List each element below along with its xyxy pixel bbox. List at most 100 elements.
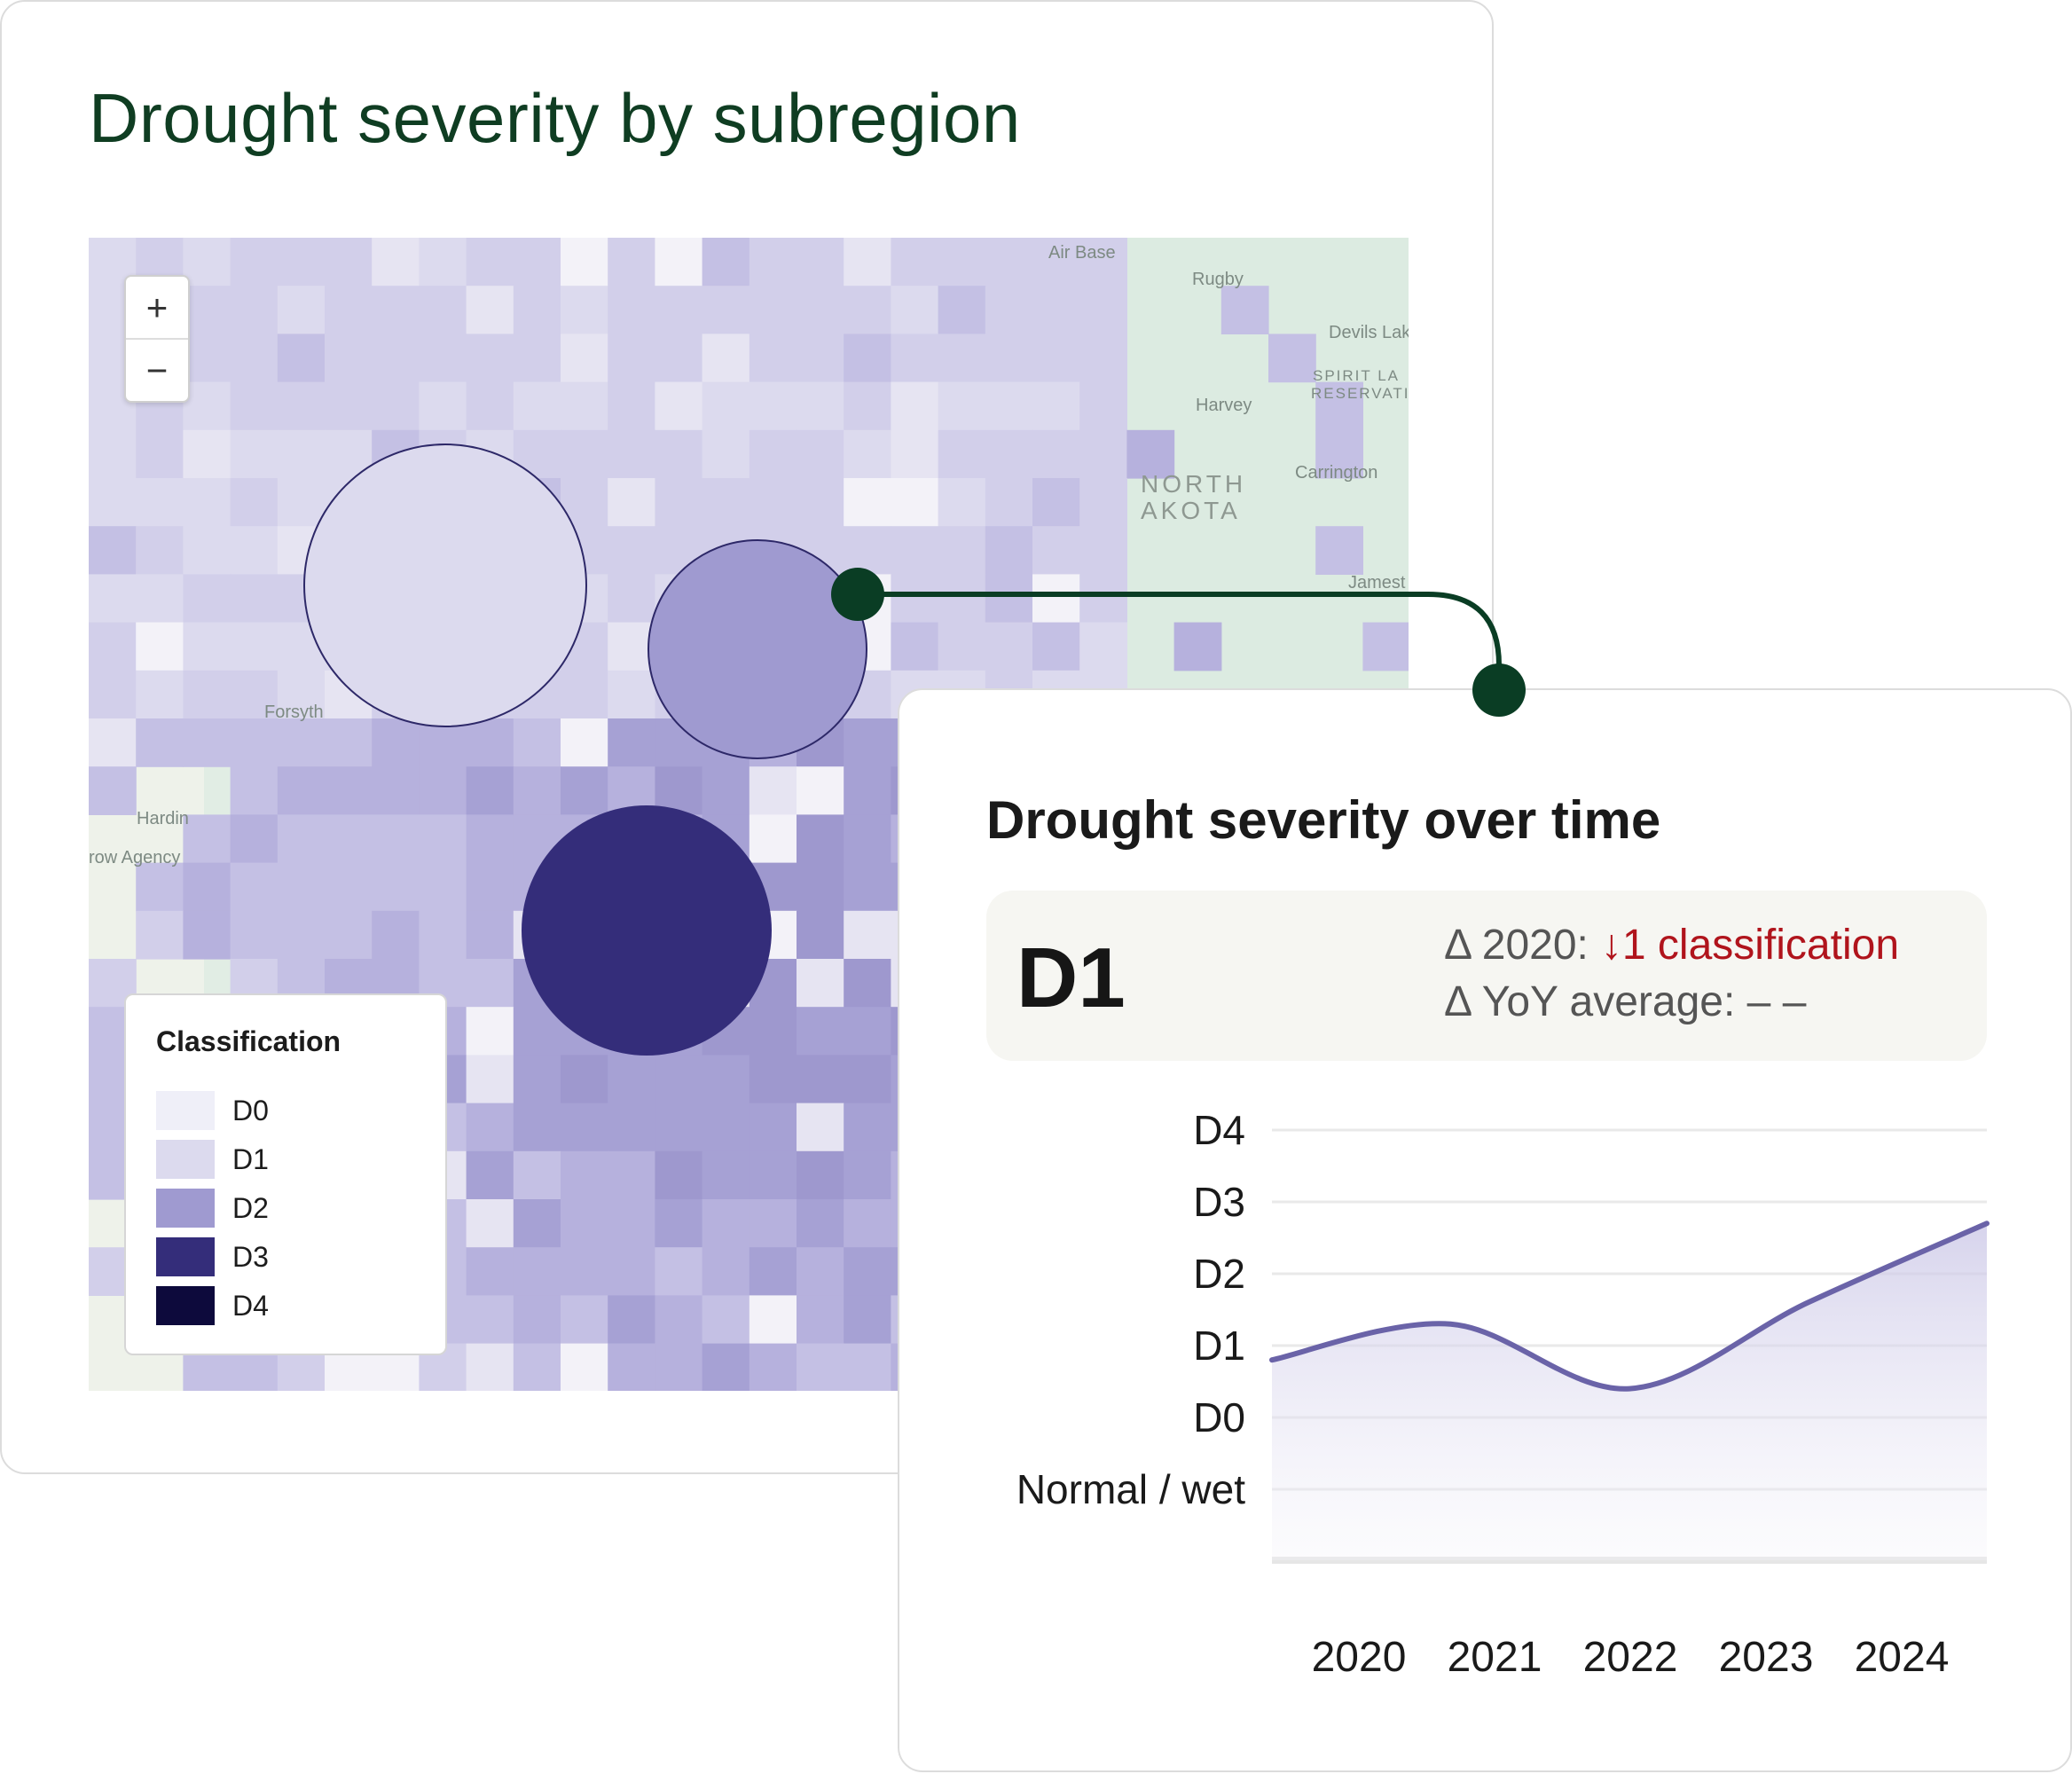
grid-cell — [797, 1055, 844, 1104]
grid-cell — [89, 718, 137, 767]
grid-cell — [136, 670, 184, 719]
grid-cell — [655, 1295, 703, 1345]
grid-cell — [844, 478, 891, 527]
grid-cell — [1220, 286, 1269, 334]
grid-cell — [608, 526, 655, 575]
grid-cell — [844, 1295, 891, 1345]
grid-cell — [608, 1199, 655, 1248]
grid-cell — [561, 1103, 608, 1152]
grid-cell — [749, 1007, 797, 1056]
grid-cell — [183, 238, 232, 287]
grid-cell — [1032, 334, 1080, 383]
legend-label: D3 — [232, 1240, 269, 1273]
grid-cell — [749, 1199, 797, 1248]
grid-cell — [749, 238, 797, 287]
grid-cell — [230, 526, 279, 575]
grid-cell — [277, 334, 326, 383]
grid-cell — [466, 1295, 514, 1345]
grid-cell — [655, 1055, 703, 1104]
grid-cell — [938, 622, 986, 671]
grid-cell — [513, 1295, 561, 1345]
grid-cell — [89, 622, 137, 671]
grid-cell — [230, 766, 279, 815]
grid-cell — [466, 1343, 514, 1391]
grid-cell — [561, 670, 608, 719]
grid-cell — [230, 381, 279, 431]
drought-bubble-d1[interactable] — [303, 444, 587, 727]
grid-cell — [466, 1055, 514, 1104]
grid-cell — [1362, 622, 1409, 671]
grid-cell — [844, 959, 891, 1008]
grid-cell — [655, 1247, 703, 1296]
grid-cell — [513, 1007, 561, 1056]
grid-cell — [608, 1103, 655, 1152]
grid-cell — [749, 286, 797, 334]
delta-2020-value: ↓1 classification — [1600, 922, 1900, 969]
grid-cell — [136, 574, 184, 624]
grid-cell — [891, 429, 939, 479]
grid-cell — [513, 1103, 561, 1152]
grid-cell — [1032, 381, 1080, 431]
grid-cell — [513, 1055, 561, 1104]
grid-cell — [938, 381, 986, 431]
grid-cell — [891, 334, 939, 383]
drought-bubble-d3[interactable] — [522, 805, 772, 1056]
grid-cell — [183, 574, 232, 624]
grid-cell — [749, 334, 797, 383]
legend-swatch — [156, 1140, 215, 1179]
drought-bubble-d2[interactable] — [648, 539, 867, 759]
grid-cell — [561, 1199, 608, 1248]
zoom-out-button[interactable]: − — [145, 349, 169, 391]
grid-cell — [797, 429, 844, 479]
grid-cell — [419, 334, 467, 383]
grid-cell — [797, 910, 844, 960]
grid-cell — [985, 429, 1033, 479]
grid-cell — [513, 1247, 561, 1296]
grid-cell — [1032, 574, 1080, 624]
grid-cell — [749, 1295, 797, 1345]
grid-cell — [655, 381, 703, 431]
y-tick-label: Normal / wet — [1016, 1466, 1245, 1512]
grid-cell — [844, 1247, 891, 1296]
grid-cell — [277, 286, 326, 334]
grid-cell — [797, 1295, 844, 1345]
grid-cell — [608, 1295, 655, 1345]
grid-cell — [230, 238, 279, 287]
grid-cell — [513, 1343, 561, 1391]
grid-cell — [230, 574, 279, 624]
x-tick-label: 2024 — [1855, 1634, 1950, 1681]
map-place-label: SPIRIT LA — [1313, 367, 1400, 384]
grid-cell — [561, 766, 608, 815]
grid-cell — [749, 1055, 797, 1104]
grid-cell — [985, 478, 1033, 527]
grid-cell — [844, 526, 891, 575]
grid-cell — [277, 381, 326, 431]
grid-cell — [183, 814, 232, 864]
grid-cell — [136, 478, 184, 527]
grid-cell — [513, 381, 561, 431]
grid-cell — [1315, 429, 1363, 479]
grid-cell — [797, 334, 844, 383]
grid-cell — [183, 622, 232, 671]
grid-cell — [230, 334, 279, 383]
grid-cell — [419, 766, 467, 815]
grid-cell — [938, 238, 986, 287]
grid-cell — [655, 1150, 703, 1200]
grid-cell — [985, 526, 1033, 575]
grid-cell — [372, 381, 420, 431]
grid-cell — [466, 1247, 514, 1296]
legend-item: D4 — [156, 1286, 269, 1325]
zoom-in-button[interactable]: + — [126, 277, 188, 340]
grid-cell — [844, 1007, 891, 1056]
grid-cell — [372, 286, 420, 334]
map-card-title: Drought severity by subregion — [89, 79, 1021, 157]
grid-cell — [513, 766, 561, 815]
y-tick-label: D0 — [1193, 1394, 1245, 1440]
grid-cell — [891, 574, 939, 624]
grid-cell — [466, 238, 514, 287]
grid-cell — [608, 381, 655, 431]
grid-cell — [608, 1343, 655, 1391]
grid-cell — [561, 1343, 608, 1391]
grid-cell — [277, 429, 326, 479]
grid-cell — [844, 1150, 891, 1200]
